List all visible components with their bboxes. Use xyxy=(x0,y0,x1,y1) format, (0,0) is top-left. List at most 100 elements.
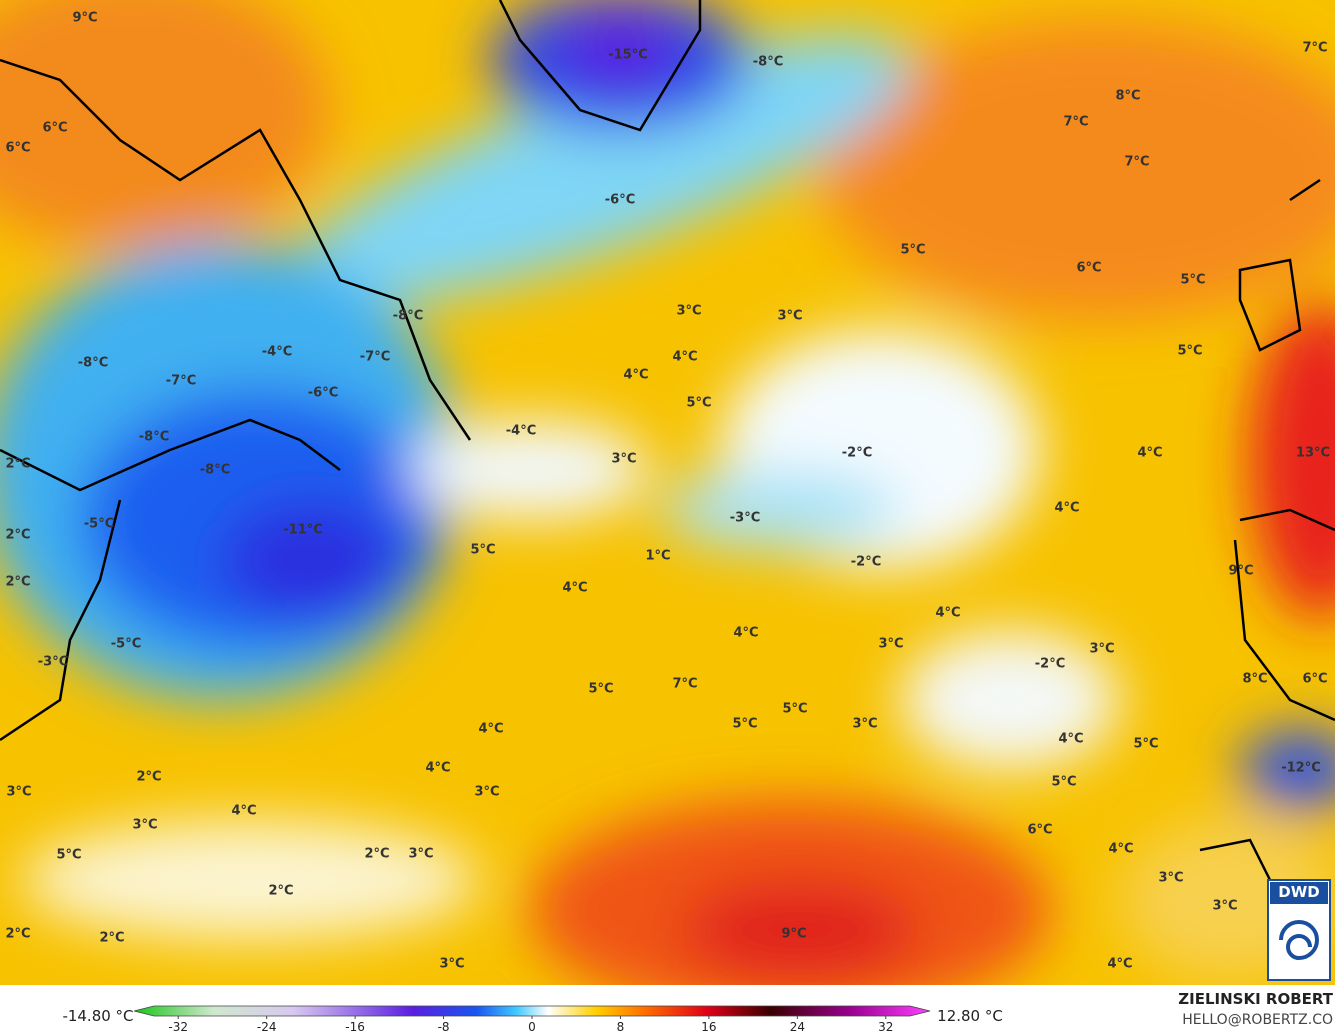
temperature-label: 2°C xyxy=(268,884,293,899)
temperature-label: -8°C xyxy=(78,356,108,371)
temperature-label: 2°C xyxy=(364,847,389,862)
temperature-label: -2°C xyxy=(1035,657,1065,672)
temperature-label: 4°C xyxy=(425,761,450,776)
temperature-label: 6°C xyxy=(1302,672,1327,687)
temperature-label: 13°C xyxy=(1296,446,1330,461)
temperature-label: 7°C xyxy=(1063,115,1088,130)
temperature-label: 5°C xyxy=(1177,344,1202,359)
colorbar-tick-label: -16 xyxy=(345,1020,365,1034)
temperature-label: -7°C xyxy=(360,350,390,365)
temperature-label: 4°C xyxy=(1107,957,1132,972)
coastline xyxy=(0,0,1335,881)
temperature-label: 1°C xyxy=(645,549,670,564)
temperature-label: 4°C xyxy=(478,722,503,737)
temperature-label: 5°C xyxy=(588,682,613,697)
temperature-label: 4°C xyxy=(733,626,758,641)
colorbar-tick-label: 0 xyxy=(528,1020,536,1034)
temperature-label: 2°C xyxy=(136,770,161,785)
temperature-label: -3°C xyxy=(730,511,760,526)
temperature-label: 8°C xyxy=(1115,89,1140,104)
temperature-label: 3°C xyxy=(611,452,636,467)
colorbar-min: -14.80 °C xyxy=(62,1007,133,1025)
logo-band xyxy=(1270,882,1328,904)
temperature-label: 3°C xyxy=(6,785,31,800)
temperature-label: 4°C xyxy=(1108,842,1133,857)
temperature-label: 2°C xyxy=(99,931,124,946)
temperature-label: 4°C xyxy=(1054,501,1079,516)
logo-swirl xyxy=(1279,920,1319,961)
temperature-label: 3°C xyxy=(878,637,903,652)
temperature-label: 5°C xyxy=(782,702,807,717)
colorbar-tick-label: -24 xyxy=(257,1020,277,1034)
temperature-label: 8°C xyxy=(1242,672,1267,687)
temperature-label: 6°C xyxy=(1027,823,1052,838)
temperature-label: 4°C xyxy=(623,368,648,383)
temperature-label: 6°C xyxy=(42,121,67,136)
temperature-label: -6°C xyxy=(308,386,338,401)
colorbar-bar xyxy=(133,1005,931,1017)
temperature-label: 9°C xyxy=(1228,564,1253,579)
colorbar-tick-label: 32 xyxy=(878,1020,893,1034)
temperature-label: -2°C xyxy=(842,446,872,461)
temperature-label: 2°C xyxy=(5,927,30,942)
credit-email: HELLO@ROBERTZ.CO xyxy=(1182,1012,1333,1028)
temperature-label: 5°C xyxy=(900,243,925,258)
temperature-label: -4°C xyxy=(506,424,536,439)
temperature-label: 5°C xyxy=(686,396,711,411)
temperature-label: -8°C xyxy=(393,309,423,324)
temperature-label: 2°C xyxy=(5,528,30,543)
temperature-label: 7°C xyxy=(1302,41,1327,56)
colorbar-tick-label: 24 xyxy=(790,1020,805,1034)
temperature-labels: 9°C -15°C -8°C 7°C 8°C 7°C 6°C 6°C 7°C -6°C 5°C 6°C… xyxy=(5,11,1330,972)
temperature-label: 6°C xyxy=(5,141,30,156)
temperature-label: 4°C xyxy=(231,804,256,819)
temperature-label: -2°C xyxy=(851,555,881,570)
colorbar-tick-label: -8 xyxy=(438,1020,450,1034)
temperature-label: -3°C xyxy=(38,655,68,670)
temperature-label: 4°C xyxy=(562,581,587,596)
temperature-label: 3°C xyxy=(408,847,433,862)
temperature-label: -8°C xyxy=(200,463,230,478)
temperature-label: -6°C xyxy=(605,193,635,208)
temperature-label: -11°C xyxy=(283,523,323,538)
temperature-label: 3°C xyxy=(132,818,157,833)
logo-text: DWD xyxy=(1278,883,1319,901)
temperature-label: 6°C xyxy=(1076,261,1101,276)
temperature-label: 3°C xyxy=(777,309,802,324)
temperature-label: -8°C xyxy=(753,55,783,70)
temperature-label: -8°C xyxy=(139,430,169,445)
temperature-label: 4°C xyxy=(935,606,960,621)
colorbar-tick-label: 16 xyxy=(701,1020,716,1034)
temperature-label: 3°C xyxy=(1089,642,1114,657)
temperature-label: 7°C xyxy=(672,677,697,692)
temperature-label: 4°C xyxy=(672,350,697,365)
temperature-label: 4°C xyxy=(1137,446,1162,461)
temperature-label: 3°C xyxy=(1158,871,1183,886)
temperature-label: 2°C xyxy=(5,457,30,472)
temperature-label: 5°C xyxy=(732,717,757,732)
temperature-label: -4°C xyxy=(262,345,292,360)
temperature-label: -5°C xyxy=(84,517,114,532)
temperature-label: 5°C xyxy=(1133,737,1158,752)
colorbar-tick-label: 8 xyxy=(617,1020,625,1034)
colorbar: -32 -24 -16 -8 0 8 16 24 32 xyxy=(133,1005,931,1034)
temperature-label: -7°C xyxy=(166,374,196,389)
temperature-label: 4°C xyxy=(1058,732,1083,747)
temperature-label: -5°C xyxy=(111,637,141,652)
temperature-label: 5°C xyxy=(1051,775,1076,790)
temperature-label: 9°C xyxy=(72,11,97,26)
temperature-label: 5°C xyxy=(1180,273,1205,288)
temperature-label: 3°C xyxy=(852,717,877,732)
temperature-label: -15°C xyxy=(608,48,648,63)
temperature-label: -12°C xyxy=(1281,761,1321,776)
temperature-label: 3°C xyxy=(1212,899,1237,914)
temperature-label: 9°C xyxy=(781,927,806,942)
colorbar-max: 12.80 °C xyxy=(937,1007,1003,1025)
temperature-label: 3°C xyxy=(439,957,464,972)
temperature-label: 3°C xyxy=(474,785,499,800)
temperature-label: 5°C xyxy=(56,848,81,863)
temperature-label: 3°C xyxy=(676,304,701,319)
temperature-label: 2°C xyxy=(5,575,30,590)
